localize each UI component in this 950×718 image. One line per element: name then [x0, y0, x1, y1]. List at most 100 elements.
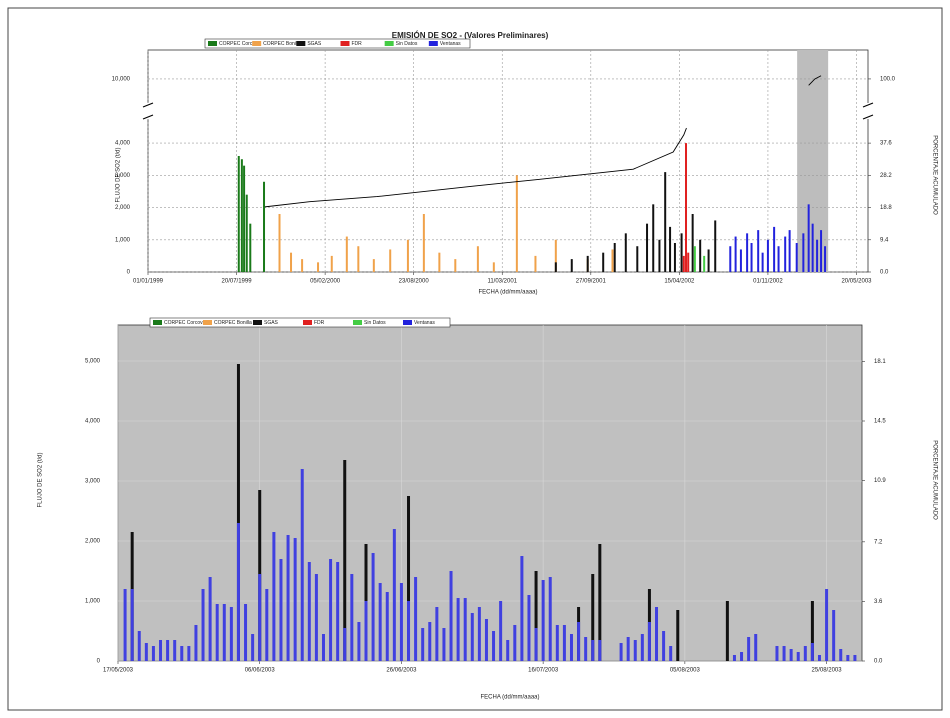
x-tick-label: 11/03/2001 [487, 279, 517, 285]
bar [555, 625, 559, 661]
bar [633, 640, 637, 661]
bar [669, 646, 673, 661]
legend-box [204, 38, 471, 49]
y-tick-label: 2,000 [85, 539, 101, 545]
bar [746, 233, 749, 272]
bar [372, 259, 375, 272]
legend-swatch [253, 320, 262, 325]
bar [569, 634, 573, 661]
bar [317, 262, 320, 272]
bar [562, 625, 566, 661]
bar [229, 607, 233, 661]
bar [293, 538, 297, 661]
bar [714, 220, 717, 272]
y-tick-label: 5,000 [85, 359, 101, 365]
legend-swatch [403, 320, 412, 325]
legend-label: Ventanas [414, 320, 435, 326]
bar [554, 239, 557, 272]
bar [802, 233, 805, 272]
bar [484, 619, 488, 661]
y2-tick-label: 10.9 [874, 478, 886, 484]
y2-tick-label: 0.0 [874, 659, 883, 665]
axis-break-mark [142, 102, 154, 108]
x-tick-label: 17/05/2003 [103, 668, 134, 674]
bar [215, 604, 219, 661]
bar [343, 460, 347, 661]
plot-area [117, 324, 863, 662]
bar [613, 243, 616, 272]
bar [662, 631, 666, 661]
bar [208, 577, 212, 661]
y2-tick-label: 37.6 [880, 141, 892, 147]
bar [761, 252, 764, 272]
legend-swatch [303, 320, 312, 325]
bar [757, 230, 760, 272]
bar [611, 249, 614, 272]
x-axis-label: FECHA (dd/mm/aaaa) [478, 290, 537, 296]
bar [703, 255, 706, 272]
bar [853, 655, 857, 661]
bar [236, 364, 240, 661]
bar [442, 628, 446, 661]
y-tick-label: 0 [97, 659, 101, 665]
y2-axis-label: PORCENTAJE ACUMULADO [931, 135, 937, 215]
x-tick-label: 26/06/2003 [386, 668, 417, 674]
bar [187, 646, 191, 661]
bar [520, 556, 524, 661]
y2-tick-label: 18.1 [874, 359, 886, 365]
legend-swatch [340, 41, 350, 46]
bar [180, 646, 184, 661]
bar [664, 172, 667, 272]
bar [477, 607, 481, 661]
bar [676, 610, 680, 661]
y-tick-label: 10,000 [112, 77, 131, 83]
bar [810, 643, 814, 661]
bar [492, 631, 496, 661]
bar [669, 226, 672, 272]
bar [263, 181, 266, 272]
bar [754, 634, 758, 661]
bar [506, 640, 510, 661]
bar [463, 598, 467, 661]
x-tick-label: 20/07/1999 [222, 279, 253, 285]
bar [796, 652, 800, 661]
bar [244, 604, 248, 661]
axis-break-mark [862, 114, 874, 120]
bar [194, 625, 198, 661]
y-tick-label: 1,000 [115, 237, 131, 243]
bar [725, 601, 729, 661]
bar [406, 239, 409, 272]
y-tick-label: 4,000 [85, 419, 101, 425]
x-tick-label: 01/11/2002 [753, 279, 783, 285]
bar [272, 532, 276, 661]
bar [824, 246, 827, 272]
y2-tick-label: 18.8 [880, 205, 892, 211]
line [808, 75, 822, 86]
bar [839, 649, 843, 661]
bar [554, 262, 557, 272]
bar [336, 562, 340, 661]
bar [811, 223, 814, 272]
bar [591, 574, 595, 661]
bar [598, 544, 602, 661]
bar [687, 252, 690, 272]
bar [499, 601, 503, 661]
bar [173, 640, 177, 661]
bar [591, 640, 595, 661]
y-tick-label: 1,000 [85, 599, 101, 605]
bar [816, 239, 819, 272]
bar [515, 175, 518, 272]
bar [240, 159, 243, 272]
bar [652, 204, 655, 272]
bar [619, 643, 623, 661]
bar [286, 535, 290, 661]
bar [357, 246, 360, 272]
x-tick-label: 05/08/2003 [670, 668, 701, 674]
bar [414, 577, 418, 661]
legend-label: CORPEC Corcova [164, 320, 206, 326]
y2-tick-label: 100.0 [880, 77, 896, 83]
bar [278, 214, 281, 272]
y2-axis-label: PORCENTAJE ACUMULADO [931, 440, 937, 520]
bar [534, 628, 538, 661]
bar [279, 559, 283, 661]
